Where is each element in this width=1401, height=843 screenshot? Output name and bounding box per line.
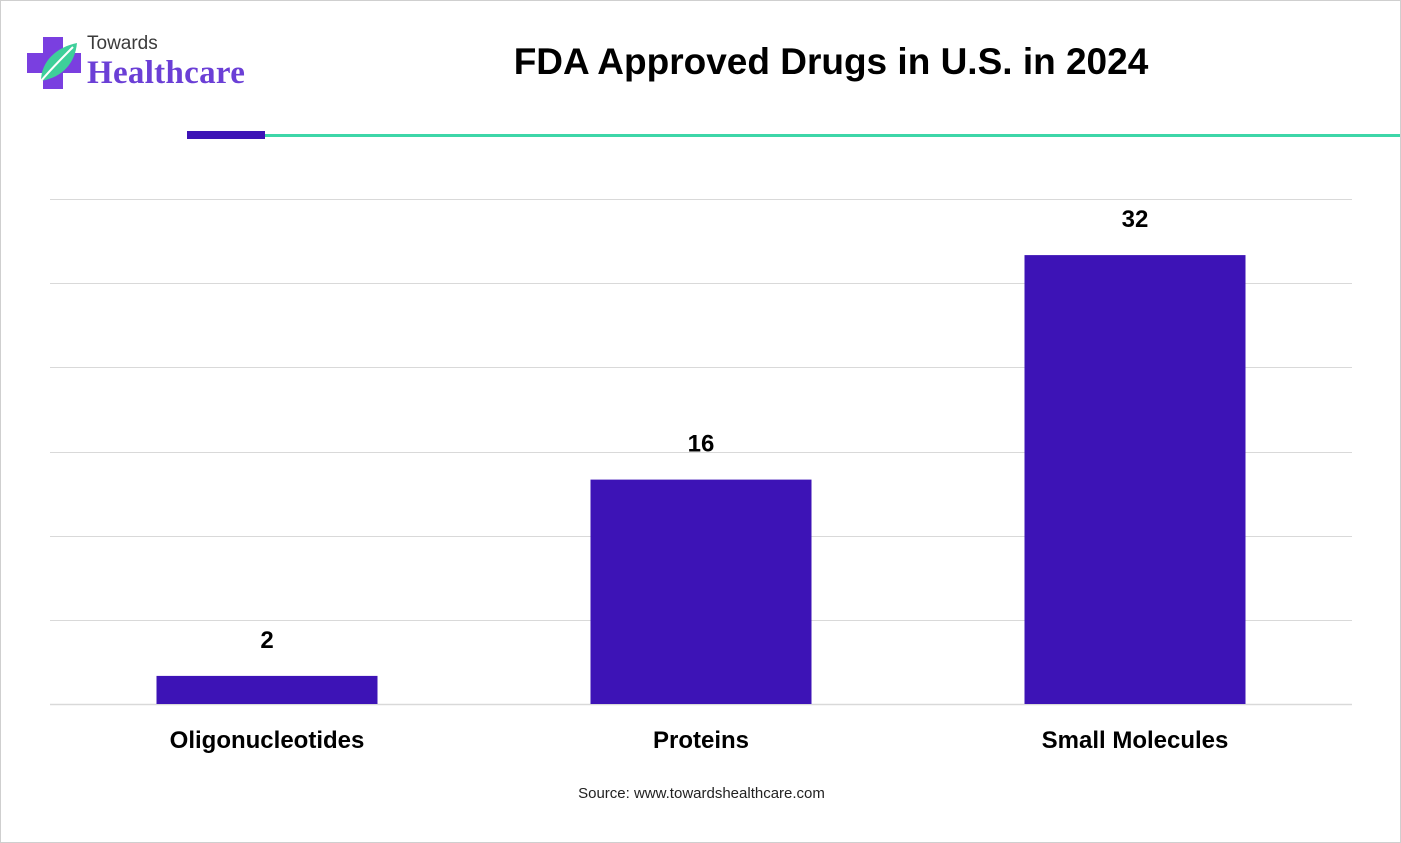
x-tick-label: Small Molecules	[1042, 727, 1229, 754]
data-label: 32	[1122, 206, 1149, 233]
medical-cross-leaf-icon	[27, 37, 81, 89]
bars	[156, 255, 1246, 704]
bar-oligonucleotides	[156, 675, 378, 704]
logo-text-healthcare: Healthcare	[87, 55, 246, 91]
title-accent-bar	[187, 131, 265, 139]
source-note: Source: www.towardshealthcare.com	[578, 785, 825, 802]
data-labels: 2 16 32	[260, 206, 1148, 654]
bar-small-molecules	[1024, 255, 1246, 704]
bar-proteins	[590, 479, 812, 704]
chart-title: FDA Approved Drugs in U.S. in 2024	[513, 41, 1149, 82]
x-tick-label: Oligonucleotides	[170, 727, 365, 754]
x-tick-label: Proteins	[653, 727, 749, 754]
title-accent-line	[265, 134, 1400, 137]
data-label: 16	[688, 431, 715, 458]
brand-logo: Towards Healthcare	[27, 33, 267, 97]
logo-text-towards: Towards	[87, 33, 158, 54]
x-axis-tick-labels: Oligonucleotides Proteins Small Molecules	[170, 727, 1229, 754]
data-label: 2	[260, 627, 273, 654]
